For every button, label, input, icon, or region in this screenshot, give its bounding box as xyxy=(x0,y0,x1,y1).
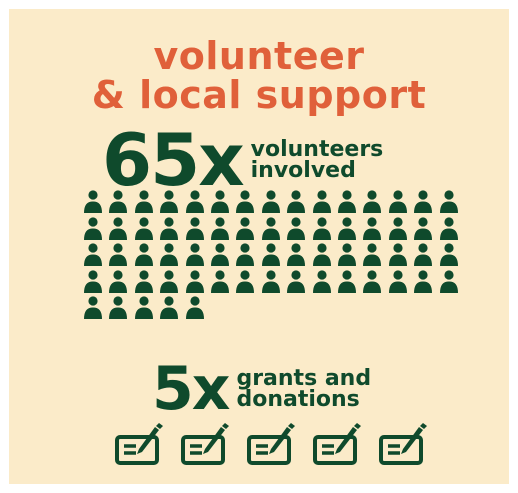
person-icon xyxy=(413,243,433,267)
cheque-signing-icon xyxy=(114,422,166,468)
person-icon xyxy=(413,269,433,294)
person-icon xyxy=(159,269,179,294)
person-icon xyxy=(337,190,357,214)
person-icon xyxy=(362,243,382,267)
cheque-signing-icon xyxy=(246,422,298,468)
grants-desc-line-2: donations xyxy=(236,387,360,412)
person-icon xyxy=(312,269,332,294)
person-icon xyxy=(134,269,154,294)
person-icon xyxy=(286,243,306,267)
person-icon xyxy=(210,243,230,267)
person-icon xyxy=(159,190,179,214)
person-icon xyxy=(312,243,332,267)
person-icon xyxy=(362,269,382,294)
person-icon xyxy=(261,269,281,294)
person-icon xyxy=(439,190,459,214)
person-icon xyxy=(235,243,255,267)
person-icon xyxy=(185,190,205,214)
person-icon xyxy=(210,269,230,294)
volunteers-stat: 65x volunteers involved xyxy=(102,118,384,202)
cheque-signing-icon xyxy=(378,422,430,468)
person-icon xyxy=(312,216,332,241)
person-icon xyxy=(83,243,103,267)
person-icon xyxy=(286,269,306,294)
person-icon xyxy=(108,296,128,320)
person-icon xyxy=(134,190,154,214)
person-icon xyxy=(337,243,357,267)
person-icon xyxy=(235,269,255,294)
person-icon xyxy=(235,190,255,214)
volunteers-desc-line-1: volunteers xyxy=(250,137,384,162)
person-icon xyxy=(83,269,103,294)
grants-desc-line-1: grants and xyxy=(236,366,372,391)
person-icon xyxy=(185,269,205,294)
person-icon xyxy=(185,216,205,241)
person-icon xyxy=(439,269,459,294)
person-icon xyxy=(108,216,128,241)
volunteers-count: 65x xyxy=(102,118,245,202)
cheque-signing-icon xyxy=(180,422,232,468)
person-icon xyxy=(261,216,281,241)
title-line-1: volunteer xyxy=(153,34,365,78)
person-icon xyxy=(159,216,179,241)
person-icon xyxy=(388,269,408,294)
grants-stat: 5x grants and donations xyxy=(152,354,372,424)
person-icon xyxy=(210,216,230,241)
cheque-signing-icon xyxy=(312,422,364,468)
person-icon xyxy=(134,243,154,267)
infographic-card: volunteer & local support 65x volunteers… xyxy=(9,9,509,484)
person-icon xyxy=(312,190,332,214)
person-icon xyxy=(108,243,128,267)
person-icon xyxy=(388,190,408,214)
person-icon xyxy=(337,269,357,294)
person-icon xyxy=(439,243,459,267)
person-icon xyxy=(134,216,154,241)
person-icon xyxy=(261,243,281,267)
grants-count: 5x xyxy=(152,354,230,424)
person-icon xyxy=(413,190,433,214)
volunteers-description: volunteers involved xyxy=(250,137,384,183)
person-icon xyxy=(388,243,408,267)
person-icon xyxy=(83,216,103,241)
person-icon xyxy=(362,216,382,241)
grants-icon-row xyxy=(114,422,444,472)
person-icon xyxy=(134,296,154,320)
person-icon xyxy=(388,216,408,241)
person-icon xyxy=(108,190,128,214)
person-icon xyxy=(286,216,306,241)
person-icon xyxy=(83,190,103,214)
person-icon xyxy=(108,269,128,294)
person-icon xyxy=(159,243,179,267)
person-icon xyxy=(413,216,433,241)
person-icon xyxy=(235,216,255,241)
person-icon xyxy=(210,190,230,214)
volunteers-desc-line-2: involved xyxy=(250,158,356,183)
title-line-2: & local support xyxy=(91,73,427,117)
person-icon xyxy=(439,216,459,241)
person-icon xyxy=(159,296,179,320)
person-icon xyxy=(261,190,281,214)
person-icon xyxy=(337,216,357,241)
grants-description: grants and donations xyxy=(236,366,372,412)
person-icon xyxy=(185,296,205,320)
person-icon xyxy=(83,296,103,320)
person-icon xyxy=(286,190,306,214)
person-icon xyxy=(185,243,205,267)
person-icon xyxy=(362,190,382,214)
